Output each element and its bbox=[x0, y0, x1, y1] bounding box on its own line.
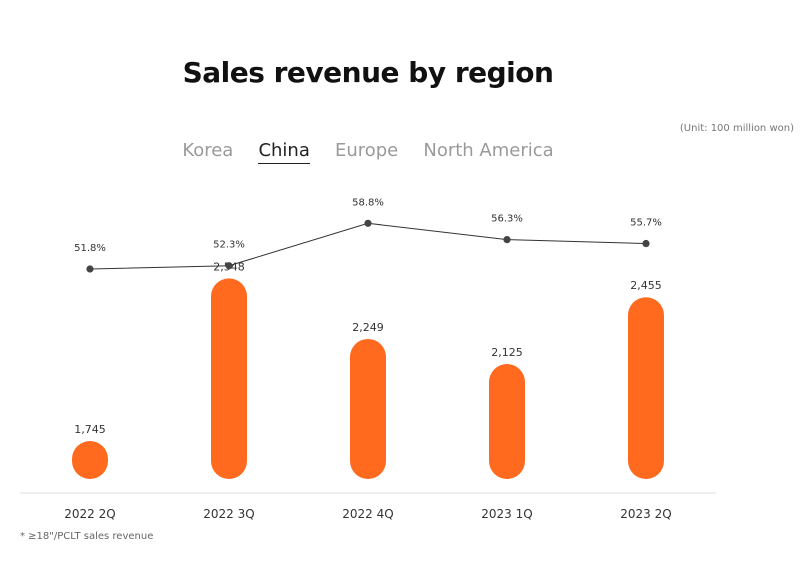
share-point-3 bbox=[503, 236, 511, 244]
x-tick-label-2: 2022 4Q bbox=[342, 507, 393, 521]
bar-value-label-3: 2,125 bbox=[491, 346, 523, 359]
footnote: * ≥18"/PCLT sales revenue bbox=[20, 531, 154, 542]
page-title: Sales revenue by region bbox=[182, 56, 554, 89]
x-tick-label-1: 2022 3Q bbox=[203, 507, 254, 521]
tab-korea[interactable]: Korea bbox=[182, 140, 234, 161]
share-label-0: 51.8% bbox=[74, 243, 106, 254]
x-tick-label-3: 2023 1Q bbox=[481, 507, 532, 521]
bar-value-label-0: 1,745 bbox=[74, 423, 106, 436]
bar-1 bbox=[211, 278, 247, 479]
x-tick-label-4: 2023 2Q bbox=[620, 507, 671, 521]
bar-value-label-2: 2,249 bbox=[352, 321, 384, 334]
unit-note: (Unit: 100 million won) bbox=[679, 123, 794, 134]
tab-europe[interactable]: Europe bbox=[334, 140, 399, 161]
share-point-4 bbox=[642, 239, 650, 248]
share-point-1 bbox=[225, 262, 233, 270]
region-tabs: Korea China Europe North America bbox=[0, 140, 736, 164]
tab-china[interactable]: China bbox=[258, 140, 310, 164]
share-line bbox=[89, 222, 647, 270]
bar-value-label-4: 2,455 bbox=[630, 279, 662, 292]
bar-2 bbox=[350, 338, 386, 479]
bar-3 bbox=[489, 364, 525, 479]
x-tick-label-0: 2022 2Q bbox=[64, 507, 115, 521]
share-label-3: 56.3% bbox=[491, 214, 523, 225]
bar-0 bbox=[72, 441, 108, 479]
share-label-1: 52.3% bbox=[213, 240, 245, 251]
share-label-4: 55.7% bbox=[630, 218, 662, 229]
share-point-0 bbox=[86, 265, 94, 273]
bar-4 bbox=[628, 297, 664, 479]
share-point-2 bbox=[364, 219, 372, 227]
share-label-2: 58.8% bbox=[352, 197, 384, 208]
tab-north-america[interactable]: North America bbox=[423, 140, 554, 161]
